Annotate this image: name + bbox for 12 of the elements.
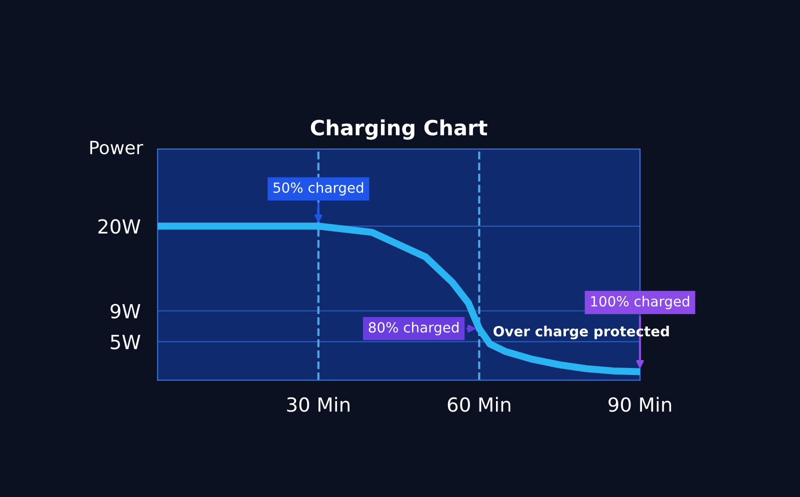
x-tick-label: 90 Min: [608, 396, 672, 412]
y-tick-label: 5W: [110, 334, 140, 350]
annotation: 50% charged: [274, 182, 364, 196]
y-axis-title: Power: [90, 140, 144, 154]
annotation: 80% charged: [368, 322, 458, 336]
y-tick-label: 20W: [98, 219, 140, 234]
y-tick-label: 9W: [110, 304, 140, 319]
x-tick-label: 30 Min: [287, 396, 350, 412]
chart-title: Charging Chart: [310, 119, 488, 140]
annotation: 100% charged: [591, 296, 690, 310]
x-tick-label: 60 Min: [448, 396, 510, 412]
annotation: Over charge protected: [494, 326, 669, 340]
